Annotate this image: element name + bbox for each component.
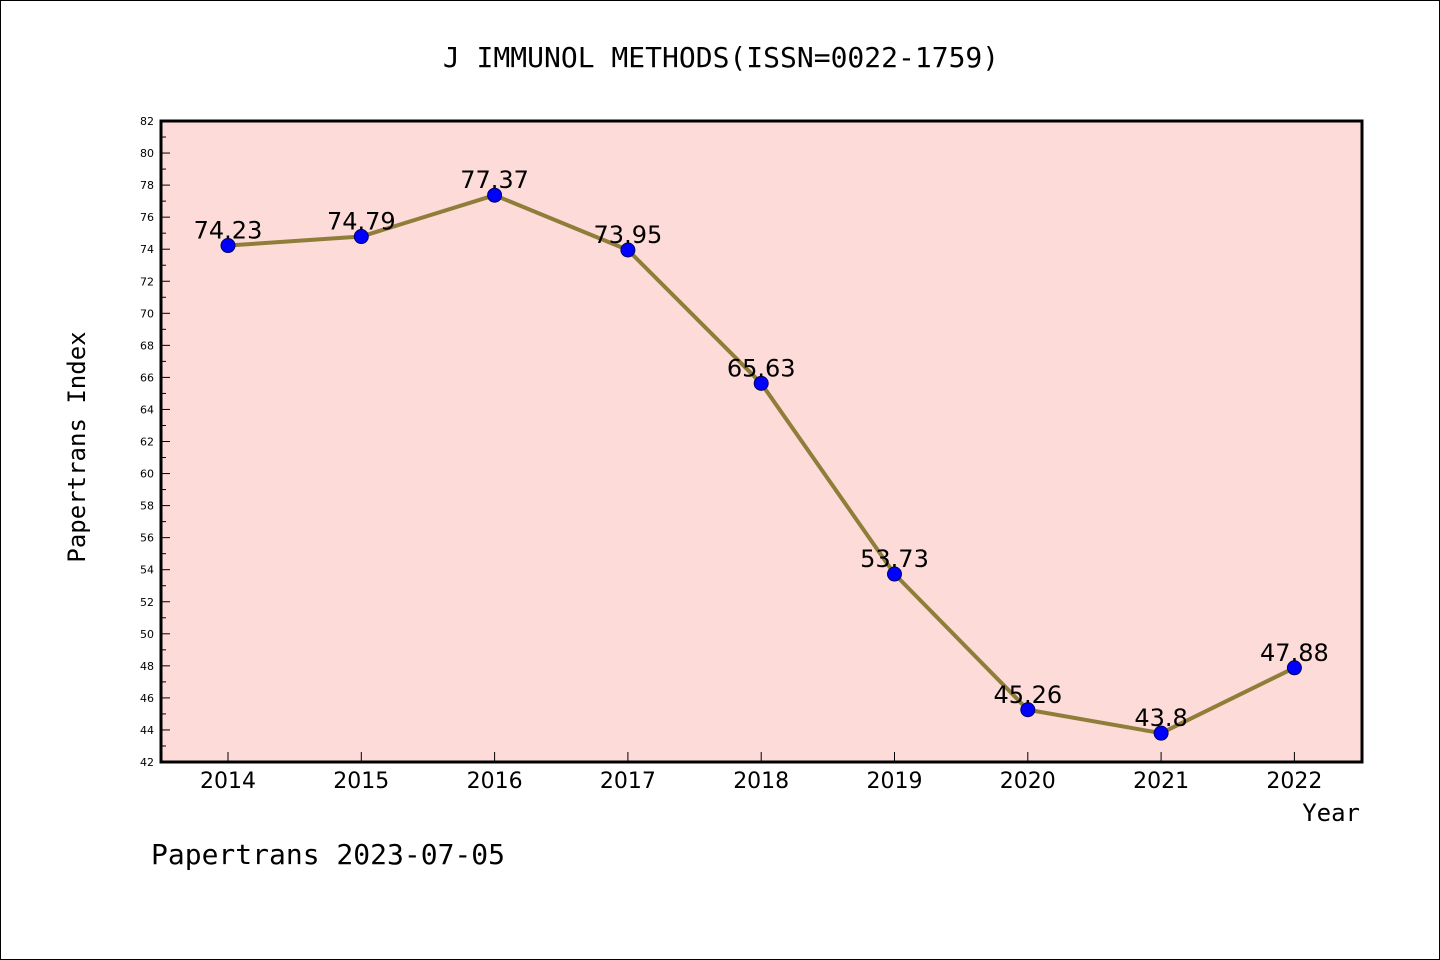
x-tick-label: 2022	[1266, 769, 1322, 794]
series-line-segment	[226, 234, 364, 248]
data-point-marker	[620, 242, 636, 258]
data-point-label: 53.73	[860, 545, 929, 573]
y-tick-label: 74	[140, 243, 154, 256]
data-point-label: 74.79	[327, 208, 396, 236]
y-tick-label: 60	[140, 468, 154, 481]
chart-title: J IMMUNOL METHODS(ISSN=0022-1759)	[443, 41, 999, 74]
data-point-marker	[1020, 702, 1036, 718]
data-point-marker	[887, 566, 902, 582]
series-line-segment	[1025, 707, 1164, 736]
series-line-segment	[1159, 665, 1297, 736]
series-line-segment	[625, 248, 764, 386]
data-point-marker	[353, 229, 369, 245]
marker-group	[220, 187, 1302, 741]
y-tick-label: 52	[140, 596, 154, 609]
y-tick-label: 78	[140, 179, 154, 192]
data-point-label: 65.63	[727, 354, 796, 382]
data-point-label: 74.23	[194, 217, 263, 245]
x-axis-label: Year	[1302, 799, 1360, 827]
data-point-marker	[1153, 725, 1169, 741]
y-tick-label: 68	[140, 339, 154, 352]
data-point-marker	[487, 187, 503, 203]
series-line-segment	[759, 381, 897, 577]
data-point-marker	[220, 238, 236, 254]
data-label-group: 74.23 74.79 77.37 73.95 65.63 53.73 45.26 43.8 4…	[194, 166, 1329, 732]
y-tick-label: 58	[140, 500, 154, 513]
x-tick-label: 2015	[333, 769, 389, 794]
series-line-segment	[359, 193, 497, 239]
data-point-marker	[1286, 660, 1302, 676]
y-tick-label: 62	[140, 436, 154, 449]
y-tick-label: 54	[140, 564, 154, 577]
x-tick-label: 2017	[600, 769, 656, 794]
data-point-label: 45.26	[993, 681, 1062, 709]
series-line-segment	[892, 572, 1030, 712]
series-line-segment	[492, 193, 630, 253]
y-axis-label: Papertrans Index	[63, 331, 91, 562]
y-axis-tick-labels: 42 44 46 48 50 52 54 56 58 60 62 64 66 68 70 72 74 76 78 80…	[140, 115, 154, 769]
y-tick-label: 82	[140, 115, 154, 128]
y-tick-label: 80	[140, 147, 154, 160]
data-point-marker	[753, 375, 769, 391]
y-tick-label: 70	[140, 307, 154, 320]
y-axis-ticks	[161, 120, 170, 763]
x-tick-label: 2016	[467, 769, 523, 794]
y-tick-label: 56	[140, 532, 154, 545]
data-point-label: 43.8	[1134, 704, 1187, 732]
y-tick-label: 48	[140, 660, 154, 673]
x-axis-ticks	[227, 752, 1295, 762]
y-tick-label: 42	[140, 756, 154, 769]
y-tick-label: 76	[140, 211, 154, 224]
y-tick-label: 50	[140, 628, 154, 641]
data-point-label: 47.88	[1260, 639, 1329, 667]
series-line-group	[226, 193, 1297, 736]
y-tick-label: 44	[140, 724, 154, 737]
y-tick-label: 72	[140, 275, 154, 288]
y-tick-label: 66	[140, 371, 154, 384]
data-point-label: 77.37	[460, 166, 529, 194]
x-axis-tick-labels: 2014 2015 2016 2017 2018 2019 2020 2021 2022	[200, 769, 1322, 794]
x-tick-label: 2020	[1000, 769, 1056, 794]
x-tick-label: 2014	[200, 769, 256, 794]
y-tick-label: 64	[140, 403, 154, 416]
x-tick-label: 2019	[867, 769, 923, 794]
x-tick-label: 2018	[733, 769, 789, 794]
data-point-label: 73.95	[594, 221, 663, 249]
footer-text: Papertrans 2023-07-05	[151, 838, 505, 871]
x-tick-label: 2021	[1133, 769, 1189, 794]
plot-area	[159, 119, 1364, 764]
y-tick-label: 46	[140, 692, 154, 705]
